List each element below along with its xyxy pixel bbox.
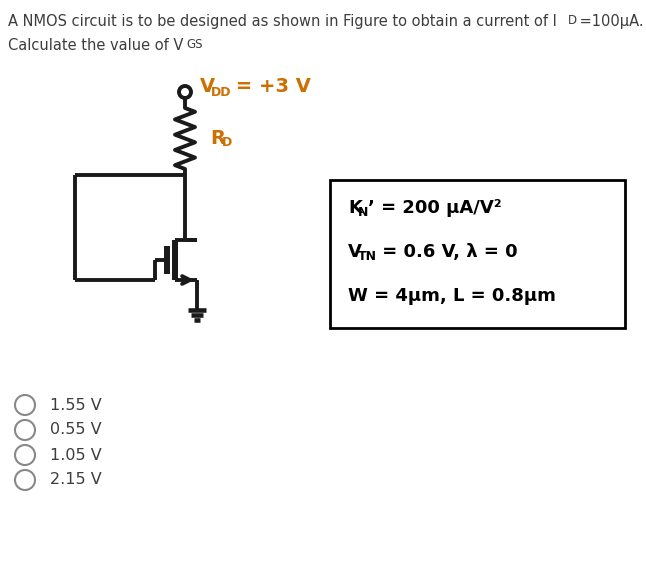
Text: D: D (568, 14, 577, 27)
Text: W = 4μm, L = 0.8μm: W = 4μm, L = 0.8μm (348, 287, 556, 305)
Text: GS: GS (186, 38, 202, 51)
Text: V: V (348, 243, 362, 261)
Text: TN: TN (358, 250, 377, 263)
Text: Calculate the value of V: Calculate the value of V (8, 38, 183, 53)
Text: 2.15 V: 2.15 V (50, 473, 102, 487)
Text: A NMOS circuit is to be designed as shown in Figure to obtain a current of I: A NMOS circuit is to be designed as show… (8, 14, 557, 29)
Text: = +3 V: = +3 V (229, 78, 311, 96)
Text: 1.55 V: 1.55 V (50, 397, 102, 413)
Text: R: R (210, 128, 225, 148)
Text: K: K (348, 199, 362, 217)
Text: D: D (222, 136, 233, 149)
Text: =100μA.: =100μA. (575, 14, 643, 29)
Text: V: V (200, 78, 215, 96)
Text: = 0.6 V, λ = 0: = 0.6 V, λ = 0 (376, 243, 517, 261)
Text: 1.05 V: 1.05 V (50, 447, 102, 462)
Text: N: N (358, 206, 368, 218)
Bar (330, 180, 625, 328)
Text: 0.55 V: 0.55 V (50, 422, 101, 438)
Text: DD: DD (211, 87, 231, 100)
Text: ’ = 200 μA/V²: ’ = 200 μA/V² (368, 199, 502, 217)
